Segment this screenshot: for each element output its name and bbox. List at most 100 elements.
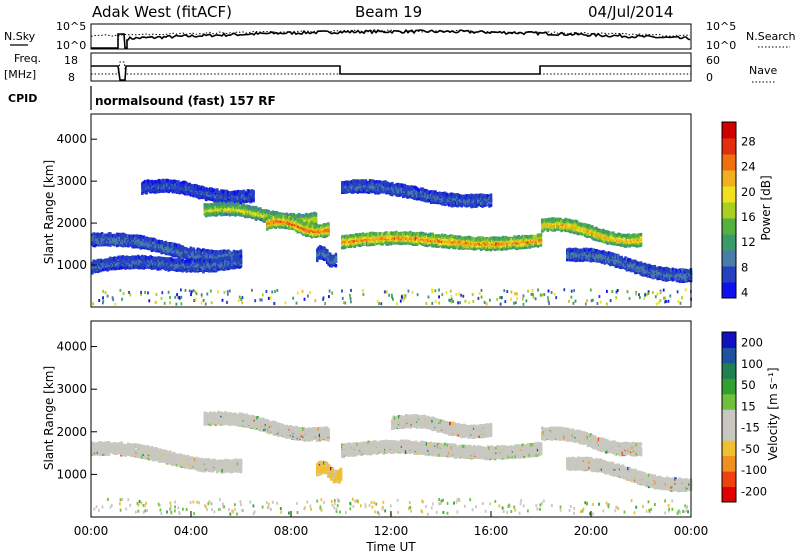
data-cell <box>109 234 112 238</box>
data-cell <box>322 233 326 237</box>
data-cell <box>200 187 204 191</box>
data-cell <box>214 202 218 206</box>
data-cell <box>93 232 97 236</box>
data-cell <box>299 225 302 230</box>
data-cell <box>104 267 108 271</box>
data-cell <box>281 212 284 216</box>
data-cell <box>372 237 376 242</box>
data-cell <box>109 243 112 247</box>
data-cell <box>142 235 145 239</box>
data-cell <box>227 199 230 203</box>
data-cell <box>100 264 104 268</box>
data-cell <box>403 231 407 235</box>
data-cell <box>241 192 244 196</box>
data-cell <box>141 188 144 192</box>
data-cell <box>231 257 234 261</box>
data-cell <box>132 260 136 264</box>
data-cell <box>106 242 109 247</box>
data-cell <box>326 252 329 257</box>
data-cell <box>179 260 183 265</box>
data-cell <box>127 237 130 241</box>
data-cell <box>222 189 226 193</box>
data-cell <box>324 252 328 257</box>
data-cell <box>236 196 240 200</box>
data-cell <box>200 249 204 253</box>
data-cell <box>211 188 215 192</box>
data-cell <box>210 187 213 191</box>
data-cell <box>307 215 311 219</box>
data-cell <box>317 246 320 251</box>
data-cell <box>177 246 180 250</box>
data-cell <box>206 254 209 259</box>
data-cell <box>117 255 120 259</box>
data-cell <box>210 262 213 266</box>
data-cell <box>167 257 170 262</box>
data-cell <box>145 180 148 185</box>
data-cell <box>145 236 148 240</box>
data-cell <box>186 258 190 262</box>
data-cell <box>92 266 95 270</box>
data-cell <box>327 252 330 256</box>
freq-series <box>91 65 691 81</box>
data-cell <box>403 237 407 241</box>
data-cell <box>124 263 127 267</box>
data-cell <box>204 258 208 263</box>
data-cell <box>227 262 230 266</box>
data-cell <box>218 195 222 200</box>
data-cell <box>364 241 368 246</box>
data-cell <box>168 179 172 184</box>
data-cell <box>106 259 109 263</box>
data-cell <box>168 257 172 261</box>
data-cell <box>231 251 234 255</box>
data-cell <box>100 262 104 266</box>
data-cell <box>268 215 272 220</box>
data-cell <box>225 266 229 271</box>
data-cell <box>138 238 141 242</box>
data-cell <box>350 234 354 239</box>
data-cell <box>107 239 111 243</box>
data-cell <box>316 258 319 263</box>
data-cell <box>330 260 333 264</box>
data-cell <box>216 203 219 207</box>
data-cell <box>285 212 288 216</box>
data-cell <box>217 194 220 198</box>
data-cell <box>178 244 182 248</box>
data-cell <box>116 243 119 248</box>
data-cell <box>106 237 109 242</box>
data-cell <box>204 208 208 212</box>
data-cell <box>189 257 193 261</box>
data-cell <box>124 259 127 263</box>
data-cell <box>149 261 152 265</box>
data-cell <box>277 219 280 223</box>
beam-title: Beam 19 <box>355 3 422 21</box>
data-cell <box>324 248 328 252</box>
data-cell <box>199 249 202 253</box>
data-cell <box>135 265 138 269</box>
data-cell <box>236 250 240 254</box>
freq-tick-bottom: 8 <box>68 71 75 84</box>
data-cell <box>139 246 143 250</box>
data-cell <box>306 230 309 234</box>
data-cell <box>322 225 326 229</box>
data-cell <box>175 258 179 263</box>
data-cell <box>222 262 226 266</box>
data-cell <box>222 256 226 261</box>
data-cell <box>207 208 211 212</box>
data-cell <box>147 263 151 268</box>
data-cell <box>229 259 233 263</box>
data-cell <box>185 269 188 273</box>
data-cell <box>224 265 227 269</box>
data-cell <box>161 241 165 245</box>
data-cell <box>132 265 136 269</box>
data-cell <box>186 267 190 271</box>
data-cell <box>289 222 293 226</box>
data-cell <box>92 237 95 241</box>
data-cell <box>245 204 248 208</box>
data-cell <box>393 239 397 243</box>
data-cell <box>289 212 293 217</box>
data-cell <box>188 268 191 272</box>
data-cell <box>160 258 163 263</box>
data-cell <box>103 241 107 246</box>
data-cell <box>402 240 405 244</box>
